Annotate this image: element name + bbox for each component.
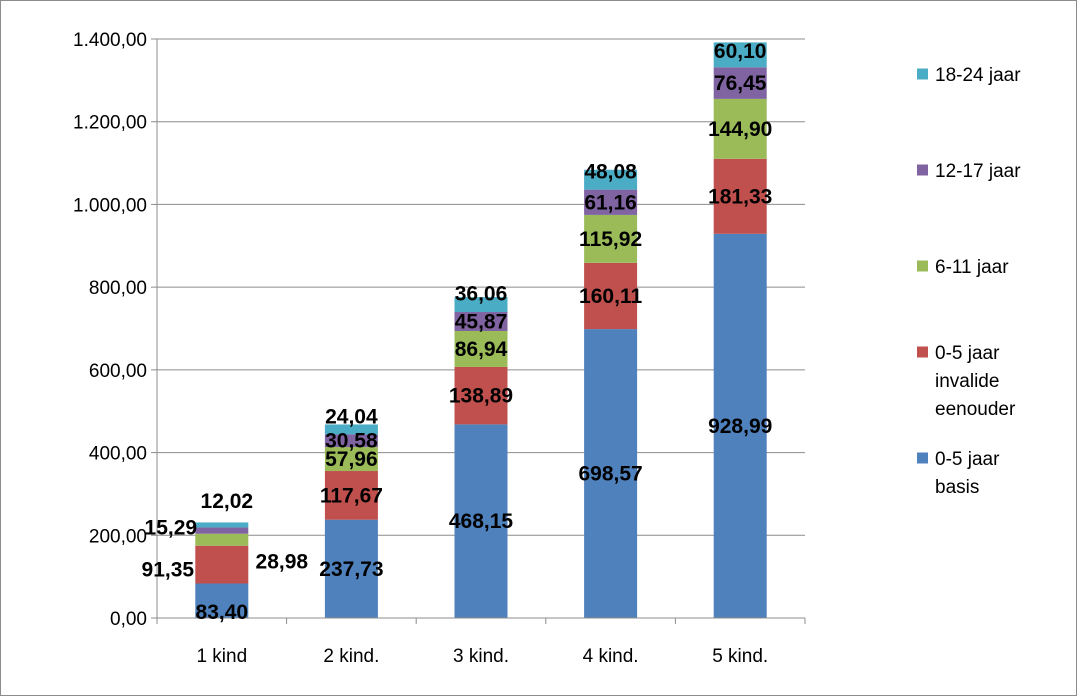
- data-label-0-5-jaar-basis: 468,15: [449, 510, 514, 533]
- data-label-6-11-jaar: 57,96: [325, 448, 378, 471]
- data-label-12-17-jaar: 45,87: [455, 311, 508, 334]
- bar-12-17-jaar: [454, 312, 508, 331]
- legend: 18-24 jaar 12-17 jaar 6-11 jaar 0-5 jaar inv…: [917, 65, 1021, 498]
- x-tick-label: 2 kind.: [323, 646, 379, 667]
- data-labels: 83,40 237,73 468,15 698,57 928,99 91,35 117,67…: [142, 40, 773, 624]
- legend-label-0-5-jaar-invalide-eenouder: eenouder: [935, 399, 1016, 420]
- y-tick-label: 0,00: [110, 609, 147, 630]
- data-label-12-17-jaar: 15,29: [145, 517, 198, 540]
- data-label-0-5-jaar-invalide-eenouder: 160,11: [579, 285, 642, 308]
- bar-0-5-jaar-basis: [195, 583, 249, 618]
- bar-0-5-jaar-invalide-eenouder: [454, 366, 508, 425]
- bar-0-5-jaar-invalide-eenouder: [195, 545, 249, 584]
- legend-swatch-6-11-jaar: [917, 260, 928, 272]
- x-tick-label: 5 kind.: [712, 646, 768, 667]
- data-label-18-24-jaar: 12,02: [201, 490, 254, 513]
- y-tick-label: 800,00: [89, 278, 147, 299]
- y-tick-label: 600,00: [89, 361, 147, 382]
- bar-12-17-jaar: [195, 527, 249, 534]
- bar-0-5-jaar-basis: [713, 233, 767, 619]
- x-tick-label: 3 kind.: [453, 646, 509, 667]
- bar-18-24-jaar: [713, 42, 767, 68]
- bar-0-5-jaar-basis: [324, 519, 378, 618]
- data-label-0-5-jaar-invalide-eenouder: 181,33: [708, 185, 772, 208]
- data-label-6-11-jaar: 144,90: [708, 118, 772, 141]
- bar-0-5-jaar-invalide-eenouder: [584, 262, 638, 330]
- bar-12-17-jaar: [584, 189, 638, 215]
- legend-swatch-0-5-jaar-basis: [917, 452, 928, 464]
- bar-0-5-jaar-invalide-eenouder: [713, 158, 767, 234]
- x-tick-label: 4 kind.: [583, 646, 639, 667]
- data-label-6-11-jaar: 86,94: [455, 338, 508, 361]
- bar-0-5-jaar-basis: [454, 424, 508, 618]
- data-label-12-17-jaar: 61,16: [584, 191, 637, 214]
- bar-18-24-jaar: [324, 424, 378, 435]
- data-label-12-17-jaar: 30,58: [325, 430, 378, 453]
- axes: 0,00 200,00 400,00 600,00 800,00 1.000,00 1.20…: [73, 30, 806, 667]
- data-label-6-11-jaar: 115,92: [579, 228, 642, 251]
- y-tick-label: 1.200,00: [73, 113, 147, 134]
- bar-6-11-jaar: [454, 330, 508, 367]
- legend-label-12-17-jaar: 12-17 jaar: [935, 161, 1021, 182]
- bars: [195, 42, 767, 619]
- data-label-0-5-jaar-basis: 83,40: [196, 601, 249, 624]
- legend-swatch-0-5-jaar-invalide-eenouder: [917, 346, 928, 358]
- bar-18-24-jaar: [195, 522, 249, 528]
- bar-18-24-jaar: [454, 297, 508, 313]
- data-label-18-24-jaar: 36,06: [455, 283, 508, 306]
- data-label-0-5-jaar-invalide-eenouder: 117,67: [320, 484, 383, 507]
- bar-12-17-jaar: [324, 434, 378, 448]
- data-label-18-24-jaar: 60,10: [714, 40, 767, 63]
- y-tick-label: 200,00: [89, 526, 147, 547]
- legend-label-0-5-jaar-basis: 0-5 jaar: [935, 449, 1000, 470]
- data-label-12-17-jaar: 76,45: [714, 72, 767, 95]
- bar-6-11-jaar: [713, 98, 767, 159]
- data-label-0-5-jaar-basis: 928,99: [708, 415, 772, 438]
- data-label-0-5-jaar-basis: 698,57: [578, 463, 642, 486]
- data-label-18-24-jaar: 24,04: [325, 405, 378, 428]
- x-tick-label: 1 kind: [196, 646, 247, 667]
- legend-label-18-24-jaar: 18-24 jaar: [935, 65, 1021, 86]
- bar-18-24-jaar: [584, 169, 638, 190]
- y-tick-label: 1.000,00: [73, 195, 147, 216]
- bar-0-5-jaar-invalide-eenouder: [324, 471, 378, 520]
- bar-12-17-jaar: [713, 67, 767, 99]
- bar-6-11-jaar: [584, 214, 638, 263]
- legend-swatch-18-24-jaar: [917, 68, 928, 80]
- y-tick-label: 1.400,00: [73, 30, 147, 51]
- data-label-0-5-jaar-basis: 237,73: [319, 558, 383, 581]
- bar-0-5-jaar-basis: [584, 329, 638, 618]
- legend-label-6-11-jaar: 6-11 jaar: [935, 257, 1009, 278]
- legend-label-0-5-jaar-basis: basis: [935, 477, 979, 498]
- data-label-0-5-jaar-invalide-eenouder: 138,89: [449, 385, 513, 408]
- legend-label-0-5-jaar-invalide-eenouder: invalide: [935, 371, 999, 392]
- data-label-6-11-jaar: 28,98: [256, 551, 309, 574]
- bar-6-11-jaar: [324, 447, 378, 472]
- data-label-0-5-jaar-invalide-eenouder: 91,35: [142, 559, 195, 582]
- data-label-18-24-jaar: 48,08: [584, 161, 637, 184]
- legend-swatch-12-17-jaar: [917, 164, 928, 176]
- y-tick-label: 400,00: [89, 444, 147, 465]
- legend-label-0-5-jaar-invalide-eenouder: 0-5 jaar: [935, 343, 1000, 364]
- bar-6-11-jaar: [195, 533, 249, 546]
